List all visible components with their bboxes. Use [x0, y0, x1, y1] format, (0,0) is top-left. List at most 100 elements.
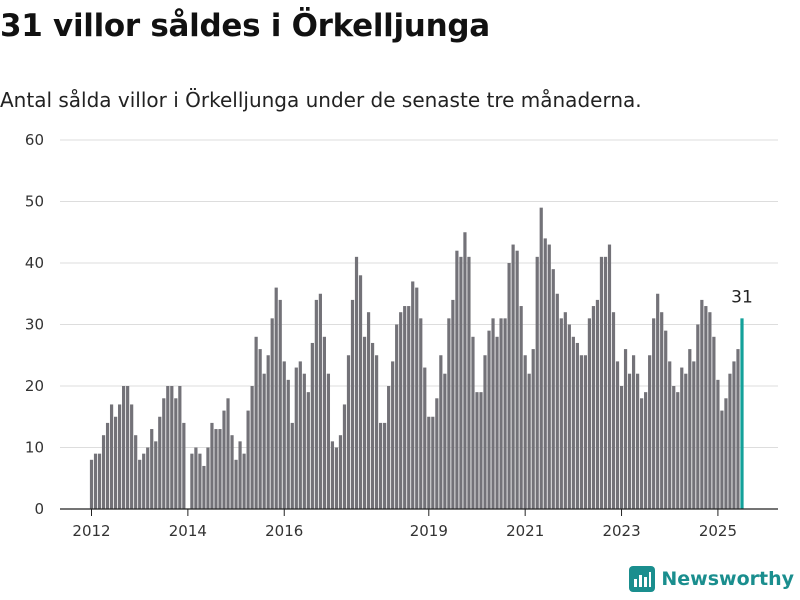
bar	[122, 386, 126, 509]
bar	[166, 386, 170, 509]
bar	[660, 312, 664, 509]
bar	[527, 373, 531, 509]
bar	[519, 306, 523, 509]
bar	[266, 355, 270, 509]
bar	[511, 244, 515, 510]
x-tick-label: 2019	[410, 522, 448, 540]
bar	[419, 318, 423, 509]
y-tick-label: 0	[34, 500, 44, 518]
bar	[366, 312, 371, 509]
bar	[543, 238, 547, 509]
bar	[607, 244, 612, 510]
bar	[214, 429, 218, 509]
bar	[306, 392, 310, 509]
bar	[563, 312, 567, 509]
bar	[571, 336, 575, 509]
x-tick-label: 2012	[72, 522, 110, 540]
bar	[218, 429, 222, 509]
bar	[109, 404, 114, 509]
bar	[559, 318, 563, 509]
bar	[672, 386, 676, 509]
bar	[656, 293, 660, 509]
y-tick-label: 20	[25, 377, 44, 395]
bar	[547, 244, 551, 510]
bar	[688, 349, 692, 509]
bar	[338, 435, 343, 509]
bar	[535, 256, 539, 509]
highlight-value-label: 31	[731, 287, 753, 307]
bar	[467, 256, 471, 509]
bar	[491, 318, 495, 509]
bar	[579, 355, 583, 509]
bar	[194, 447, 198, 509]
bar	[523, 355, 527, 509]
bar	[391, 361, 395, 509]
bar	[732, 361, 736, 509]
bar	[346, 355, 351, 509]
bar	[334, 447, 339, 509]
bar	[362, 336, 367, 509]
bar	[310, 342, 314, 509]
bar	[298, 361, 302, 509]
bar	[611, 312, 616, 509]
bar	[387, 386, 391, 509]
brand-logo: Newsworthy	[629, 562, 794, 596]
bar	[238, 441, 242, 509]
bar	[443, 373, 447, 509]
bar	[246, 410, 250, 509]
bar-chart: 0 10 20 30 40 50 60 2012 2014 2016 2019 2021 2023 202…	[25, 131, 778, 540]
bar	[644, 392, 648, 509]
bar	[495, 336, 499, 509]
bar	[274, 287, 278, 509]
bar	[595, 299, 600, 509]
bar	[736, 349, 740, 509]
bar	[375, 355, 379, 509]
bar	[423, 367, 427, 509]
bar	[583, 355, 587, 509]
bar	[435, 398, 439, 509]
bar	[652, 318, 656, 509]
bar	[475, 392, 479, 509]
bar	[222, 410, 226, 509]
bar	[591, 306, 596, 509]
bar	[154, 441, 158, 509]
bar	[294, 367, 298, 509]
bar	[101, 435, 106, 509]
bar	[318, 293, 322, 509]
bar	[330, 441, 335, 509]
bar	[198, 453, 202, 509]
bar	[170, 386, 174, 509]
bar	[130, 404, 134, 509]
bar	[370, 342, 375, 509]
y-tick-label: 60	[25, 131, 44, 149]
bar	[439, 355, 443, 509]
bar	[636, 373, 640, 509]
bar	[383, 422, 387, 509]
bar	[258, 349, 262, 509]
bar	[254, 336, 258, 509]
bar	[668, 361, 672, 509]
bar	[250, 386, 254, 509]
bar	[206, 447, 210, 509]
bar	[93, 453, 98, 509]
bar	[664, 330, 668, 509]
bar-chart-logo-icon	[629, 566, 656, 592]
bar	[138, 459, 142, 509]
bar	[724, 398, 728, 509]
bar	[503, 318, 507, 509]
bar	[539, 207, 543, 509]
bar	[379, 422, 383, 509]
bar	[487, 330, 491, 509]
bar	[202, 465, 206, 509]
bar	[676, 392, 680, 509]
bar	[399, 312, 403, 509]
bar	[282, 361, 286, 509]
bar	[350, 299, 355, 509]
bar	[411, 281, 415, 509]
bar	[587, 318, 592, 509]
bar	[692, 361, 696, 509]
x-tick-label: 2025	[699, 522, 737, 540]
bar	[684, 373, 688, 509]
bar	[700, 299, 704, 509]
bar	[262, 373, 266, 509]
